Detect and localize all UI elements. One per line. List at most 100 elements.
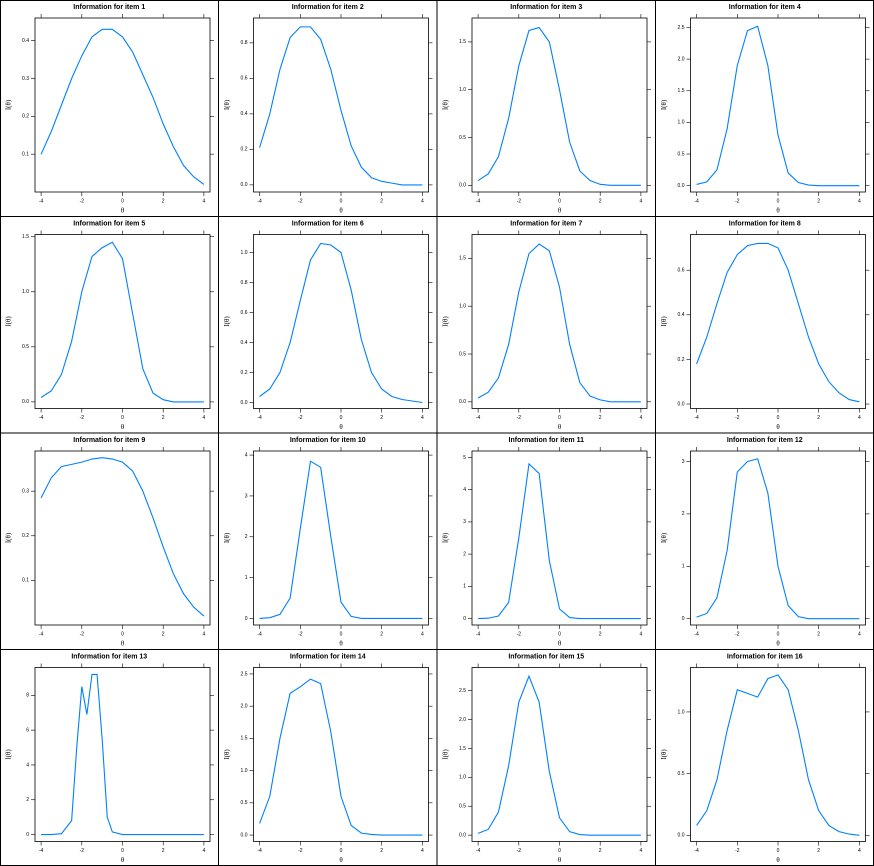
plot-frame bbox=[690, 667, 866, 842]
y-tick-label: 0.6 bbox=[678, 268, 685, 274]
data-line bbox=[40, 28, 205, 185]
y-tick-label: 0.5 bbox=[678, 771, 685, 777]
x-tick-label: -2 bbox=[517, 631, 522, 637]
y-tick-label: 1.0 bbox=[678, 120, 685, 126]
plot-frame bbox=[253, 17, 429, 193]
x-tick-label: -2 bbox=[298, 631, 303, 637]
x-tick-label: 4 bbox=[203, 415, 206, 421]
x-tick-label: -4 bbox=[39, 198, 44, 204]
x-axis-label: θ bbox=[121, 207, 125, 215]
plot-frame bbox=[253, 667, 429, 842]
y-tick-label: 0.2 bbox=[241, 147, 248, 153]
y-tick-label: 8 bbox=[26, 693, 29, 699]
x-tick-label: 4 bbox=[858, 848, 861, 854]
y-tick-label: 2.5 bbox=[241, 671, 248, 677]
plot-frame bbox=[471, 234, 648, 409]
x-axis-label: θ bbox=[339, 207, 343, 215]
panel-title: Information for item 5 bbox=[73, 220, 145, 227]
x-tick-label: 0 bbox=[121, 631, 124, 637]
y-tick-label: 1.5 bbox=[22, 234, 29, 240]
x-tick-label: 2 bbox=[162, 198, 165, 204]
data-line bbox=[259, 460, 423, 620]
y-tick-label: 1.5 bbox=[459, 39, 466, 45]
y-axis-label: I(θ) bbox=[442, 99, 450, 110]
y-tick-label: 1.5 bbox=[678, 88, 685, 94]
x-axis-label: θ bbox=[558, 423, 562, 431]
x-tick-label: -4 bbox=[257, 415, 262, 421]
y-tick-label: 1.0 bbox=[678, 709, 685, 715]
x-tick-label: 2 bbox=[599, 631, 602, 637]
x-tick-label: 0 bbox=[121, 848, 124, 854]
x-tick-label: 0 bbox=[340, 198, 343, 204]
y-tick-label: 0.0 bbox=[241, 400, 248, 406]
y-axis-label: I(θ) bbox=[660, 749, 668, 760]
x-tick-label: -2 bbox=[517, 198, 522, 204]
y-axis-label: I(θ) bbox=[223, 316, 231, 327]
x-axis-label: θ bbox=[121, 423, 125, 431]
x-tick-label: 4 bbox=[203, 631, 206, 637]
y-tick-label: 2 bbox=[682, 511, 685, 517]
x-tick-label: 0 bbox=[121, 415, 124, 421]
x-axis-label: θ bbox=[339, 640, 343, 648]
x-tick-label: 2 bbox=[380, 415, 383, 421]
x-tick-label: 4 bbox=[421, 631, 424, 637]
x-tick-label: -2 bbox=[517, 415, 522, 421]
x-tick-label: 2 bbox=[599, 415, 602, 421]
x-tick-label: 0 bbox=[777, 198, 780, 204]
x-axis-label: θ bbox=[339, 856, 343, 864]
y-axis-label: I(θ) bbox=[442, 532, 450, 543]
y-tick-label: 2.5 bbox=[459, 688, 466, 694]
y-tick-label: 6 bbox=[26, 727, 29, 733]
panel: Information for item 1 -4 -2 0 2 4 0.1 0.2 0.3 0.… bbox=[5, 4, 214, 215]
y-axis-label: I(θ) bbox=[660, 99, 668, 110]
y-tick-label: 1.0 bbox=[241, 768, 248, 774]
y-tick-label: 0 bbox=[682, 616, 685, 622]
x-axis-label: θ bbox=[121, 856, 125, 864]
x-tick-label: 4 bbox=[421, 415, 424, 421]
y-axis-label: I(θ) bbox=[223, 532, 231, 543]
panel: Information for item 14 -4 -2 0 2 4 0.0 0.5 1.0 1… bbox=[223, 653, 433, 864]
y-tick-label: 0.2 bbox=[22, 533, 29, 539]
data-line bbox=[696, 458, 860, 620]
data-line bbox=[696, 25, 860, 187]
x-tick-label: -4 bbox=[694, 415, 699, 421]
panel-title: Information for item 12 bbox=[727, 437, 803, 444]
x-tick-label: -2 bbox=[517, 848, 522, 854]
y-tick-label: 1.0 bbox=[22, 289, 29, 295]
panel: Information for item 11 -4 -2 0 2 4 0 1 2 3 4 5 θ I(θ… bbox=[442, 437, 651, 648]
y-tick-label: 2 bbox=[245, 534, 248, 540]
y-tick-label: 4 bbox=[26, 762, 29, 768]
x-tick-label: 0 bbox=[777, 848, 780, 854]
x-tick-label: -2 bbox=[298, 848, 303, 854]
data-line bbox=[259, 242, 423, 404]
x-tick-label: 2 bbox=[599, 198, 602, 204]
data-line bbox=[40, 241, 204, 403]
y-axis-label: I(θ) bbox=[5, 749, 13, 760]
y-tick-label: 0.1 bbox=[22, 578, 29, 584]
plot-frame bbox=[253, 234, 429, 409]
panel: Information for item 3 -4 -2 0 2 4 0.0 0.5 1.0 1.… bbox=[442, 4, 651, 215]
panel: Information for item 5 -4 -2 0 2 4 0.0 0.5 1.0 1.… bbox=[5, 220, 214, 431]
x-axis-label: θ bbox=[776, 207, 780, 215]
x-tick-label: -2 bbox=[80, 198, 85, 204]
panel-title: Information for item 10 bbox=[290, 437, 366, 444]
y-tick-label: 2.5 bbox=[678, 25, 685, 31]
x-tick-label: -4 bbox=[39, 631, 44, 637]
y-tick-label: 0.0 bbox=[241, 832, 248, 838]
x-tick-label: -4 bbox=[257, 631, 262, 637]
y-tick-label: 0.5 bbox=[678, 151, 685, 157]
x-axis-label: θ bbox=[776, 856, 780, 864]
x-tick-label: -2 bbox=[80, 631, 85, 637]
x-tick-label: -2 bbox=[298, 415, 303, 421]
y-tick-label: 0.4 bbox=[678, 312, 685, 318]
y-tick-label: 0.5 bbox=[241, 800, 248, 806]
data-line bbox=[40, 457, 205, 617]
panel: Information for item 12 -4 -2 0 2 4 0 1 2 3 θ I(θ) bbox=[660, 437, 870, 648]
x-tick-label: 4 bbox=[858, 198, 861, 204]
x-tick-label: 4 bbox=[858, 415, 861, 421]
y-tick-label: 1.5 bbox=[241, 736, 248, 742]
y-tick-label: 0.0 bbox=[459, 832, 466, 838]
x-tick-label: 0 bbox=[558, 198, 561, 204]
y-tick-label: 0.5 bbox=[459, 135, 466, 141]
y-tick-label: 0.2 bbox=[678, 357, 685, 363]
